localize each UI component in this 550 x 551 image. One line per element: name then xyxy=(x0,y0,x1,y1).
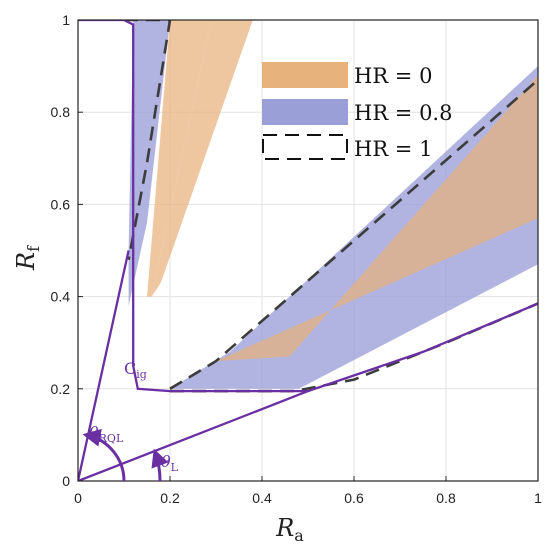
y-axis-label: Rf xyxy=(12,245,43,271)
lines xyxy=(78,20,538,481)
y-tick-label: 1 xyxy=(62,12,70,28)
axes-frame xyxy=(77,19,539,482)
legend-label-hr1: HR = 1 xyxy=(354,137,432,161)
cig-label: Cig xyxy=(124,359,147,381)
hr0-region xyxy=(147,20,212,297)
legend-swatch-hr1 xyxy=(262,134,348,160)
y-tick-label: 0 xyxy=(62,473,70,489)
hr1-dashed-line xyxy=(169,78,538,390)
x-tick-label: 1 xyxy=(534,490,542,506)
Cig-curve xyxy=(78,20,538,393)
legend-swatch-hr0 xyxy=(262,62,348,88)
legend-label-hr0: HR = 0 xyxy=(354,64,432,88)
legend: HR = 0 HR = 0.8 HR = 1 xyxy=(262,62,452,161)
hr1-dashed-line xyxy=(124,20,172,260)
x-tick-label: 0.8 xyxy=(436,490,456,506)
y-tick-label: 0.6 xyxy=(51,196,71,212)
hr0-region xyxy=(216,75,538,362)
x-tick-label: 0 xyxy=(74,490,82,506)
theta-rql-arc xyxy=(82,428,126,482)
x-tick-label: 0.6 xyxy=(344,490,364,506)
hr0-region xyxy=(151,20,253,297)
x-tick-label: 0.2 xyxy=(160,490,180,506)
hr08-region xyxy=(170,66,538,389)
ticks: 0 0.2 0.4 0.6 0.8 1 0 0.2 0.4 0.6 0.8 1 xyxy=(51,12,543,506)
theta_L_line-curve xyxy=(78,390,309,481)
legend-label-hr08: HR = 0.8 xyxy=(354,101,452,125)
x-axis-label: Ra xyxy=(275,514,304,545)
y-tick-label: 0.2 xyxy=(51,381,71,397)
x-tick-label: 0.4 xyxy=(252,490,272,506)
legend-swatch-hr08 xyxy=(262,99,348,125)
y-tick-label: 0.4 xyxy=(51,289,71,305)
theta-l-arc xyxy=(151,448,169,482)
y-tick-label: 0.8 xyxy=(51,104,71,120)
